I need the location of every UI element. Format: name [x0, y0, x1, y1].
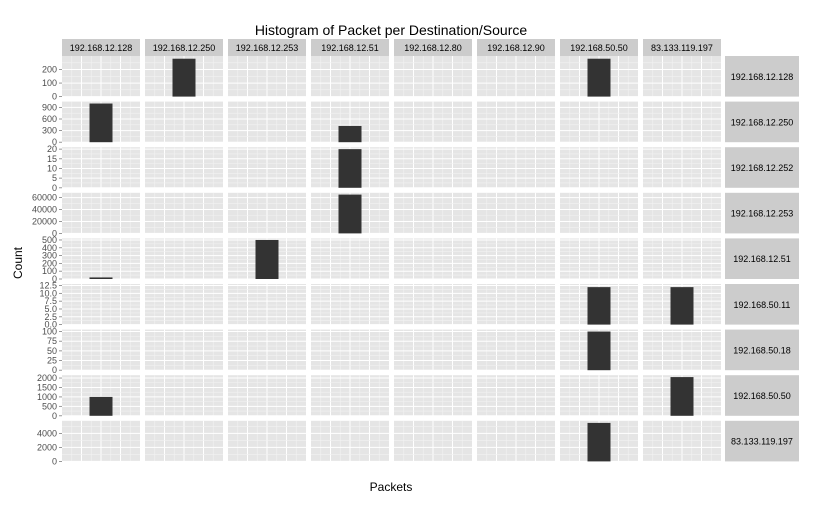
- y-tick-label: 500: [42, 235, 57, 245]
- y-tick-label: 10.0: [39, 288, 57, 298]
- column-strip: [145, 39, 223, 56]
- column-strip-label: 192.168.50.50: [570, 43, 628, 53]
- y-tick-label: 2000: [37, 373, 57, 383]
- y-tick-label: 300: [42, 251, 57, 261]
- histogram-bar: [89, 396, 113, 416]
- y-tick-label: 0: [52, 137, 57, 147]
- column-strip-label: 192.168.12.128: [70, 43, 133, 53]
- row-strip: [725, 238, 799, 279]
- y-tick-label: 25: [47, 356, 57, 366]
- y-tick-label: 0: [52, 365, 57, 375]
- y-tick-label: 900: [42, 102, 57, 112]
- histogram-bar: [587, 331, 611, 371]
- y-tick-label: 400: [42, 243, 57, 253]
- row-strip-label: 192.168.12.128: [731, 72, 794, 82]
- row-strip-label: 192.168.50.11: [734, 300, 791, 310]
- y-tick-label: 5.0: [44, 304, 57, 314]
- column-strip: [311, 39, 389, 56]
- histogram-bar: [89, 103, 113, 143]
- y-tick-label: 0: [52, 183, 57, 193]
- y-tick-label: 5: [52, 173, 57, 183]
- column-strip-label: 83.133.119.197: [651, 43, 713, 53]
- row-strip: [725, 420, 799, 462]
- row-strip: [725, 284, 799, 325]
- y-tick-label: 12.5: [39, 281, 57, 291]
- histogram-bar: [670, 377, 694, 416]
- y-tick-label: 300: [42, 126, 57, 136]
- column-strip-label: 192.168.12.90: [487, 43, 545, 53]
- y-tick-label: 50: [47, 346, 57, 356]
- row-strip: [725, 147, 799, 188]
- histogram-bar: [338, 149, 362, 188]
- y-tick-label: 1500: [37, 382, 57, 392]
- facet-panels: 192.168.12.128 192.168.12.250 192.168.12.2…: [32, 39, 799, 466]
- row-strip-label: 192.168.50.50: [733, 391, 791, 401]
- row-strip-label: 192.168.12.51: [733, 254, 791, 264]
- y-axis-label: Count: [11, 246, 25, 279]
- histogram-bar: [338, 125, 362, 143]
- y-tick-label: 0: [52, 274, 57, 284]
- row-strip: [725, 101, 799, 143]
- y-tick-label: 2000: [37, 442, 57, 452]
- histogram-bar: [172, 58, 196, 97]
- row-strip: [725, 375, 799, 416]
- column-strip-label: 192.168.12.80: [404, 43, 462, 53]
- y-tick-label: 0: [52, 92, 57, 102]
- histogram-bar: [255, 239, 279, 279]
- row-strip: [725, 329, 799, 371]
- y-tick-label: 75: [47, 336, 57, 346]
- y-tick-label: 7.5: [44, 296, 57, 306]
- y-tick-label: 100: [42, 266, 57, 276]
- histogram-bar: [89, 277, 113, 279]
- y-tick-label: 0.0: [44, 320, 57, 330]
- column-strip-label: 192.168.12.51: [321, 43, 379, 53]
- y-tick-label: 20: [47, 144, 57, 154]
- histogram-bar: [587, 422, 611, 462]
- y-tick-label: 20000: [32, 216, 57, 226]
- histogram-bar: [587, 287, 611, 325]
- y-tick-label: 100: [42, 327, 57, 337]
- column-strip: [394, 39, 472, 56]
- column-strip: [560, 39, 638, 56]
- column-strip-label: 192.168.12.253: [236, 43, 299, 53]
- y-tick-label: 0: [52, 456, 57, 466]
- column-strip-label: 192.168.12.250: [153, 43, 216, 53]
- y-tick-label: 10: [47, 163, 57, 173]
- y-tick-label: 600: [42, 114, 57, 124]
- histogram-bar: [587, 58, 611, 97]
- row-strip-label: 192.168.12.250: [731, 117, 794, 127]
- row-strip-label: 192.168.12.252: [731, 163, 794, 173]
- histogram-bar: [670, 287, 694, 325]
- row-strip: [725, 56, 799, 97]
- column-strip: [643, 39, 721, 56]
- row-strip-label: 192.168.12.253: [731, 209, 794, 219]
- column-strip: [228, 39, 306, 56]
- y-tick-label: 60000: [32, 193, 57, 203]
- y-tick-label: 2.5: [44, 312, 57, 322]
- y-tick-label: 1000: [37, 392, 57, 402]
- row-strip: [725, 192, 799, 234]
- y-tick-label: 0: [52, 228, 57, 238]
- row-strip-label: 83.133.119.197: [731, 437, 793, 447]
- y-tick-label: 200: [42, 65, 57, 75]
- y-tick-label: 40000: [32, 205, 57, 215]
- column-strip: [62, 39, 140, 56]
- row-strip-label: 192.168.50.18: [733, 345, 791, 355]
- chart-title: Histogram of Packet per Destination/Sour…: [255, 22, 528, 38]
- y-tick-label: 15: [47, 154, 57, 164]
- column-strip: [477, 39, 555, 56]
- y-tick-label: 100: [42, 78, 57, 88]
- x-axis-label: Packets: [370, 480, 413, 494]
- y-tick-label: 0: [52, 411, 57, 421]
- y-tick-label: 200: [42, 258, 57, 268]
- y-tick-label: 500: [42, 401, 57, 411]
- histogram-bar: [338, 194, 362, 234]
- y-tick-label: 4000: [37, 428, 57, 438]
